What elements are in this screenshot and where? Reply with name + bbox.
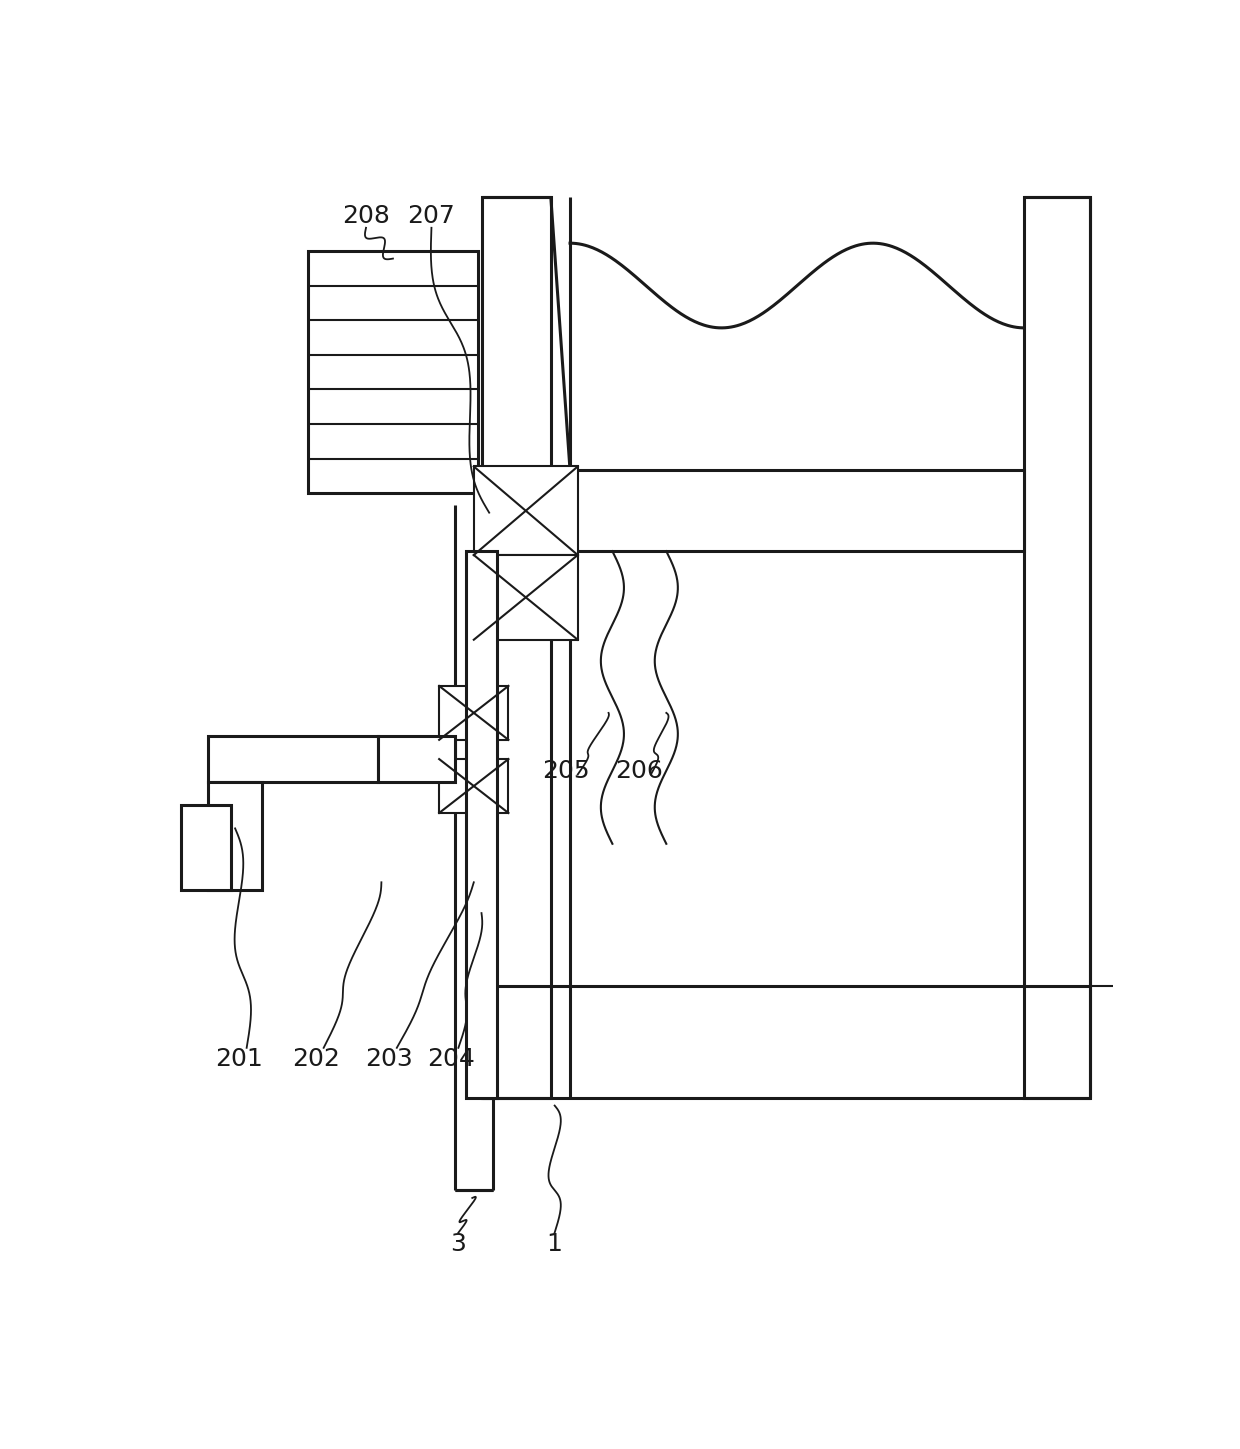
Bar (474, 555, 578, 639)
Bar (570, 471, 1024, 551)
Text: 204: 204 (427, 1048, 475, 1071)
Text: 207: 207 (408, 204, 455, 229)
Text: 202: 202 (291, 1048, 340, 1071)
Bar (208, 736, 377, 782)
Text: 206: 206 (615, 759, 663, 782)
Text: 201: 201 (215, 1048, 263, 1071)
Bar (439, 759, 508, 813)
Bar (1024, 197, 1090, 1098)
Text: 208: 208 (342, 204, 389, 229)
Bar (181, 806, 231, 890)
Text: 203: 203 (366, 1048, 413, 1071)
Bar (377, 736, 455, 782)
Bar (439, 685, 508, 740)
Bar (474, 467, 578, 555)
Bar (466, 551, 497, 1098)
Bar (481, 197, 551, 1098)
Text: 3: 3 (450, 1232, 466, 1256)
Bar (309, 251, 477, 494)
Bar (481, 506, 494, 590)
Text: 1: 1 (547, 1232, 563, 1256)
Text: 205: 205 (542, 759, 590, 782)
Bar (208, 782, 262, 890)
